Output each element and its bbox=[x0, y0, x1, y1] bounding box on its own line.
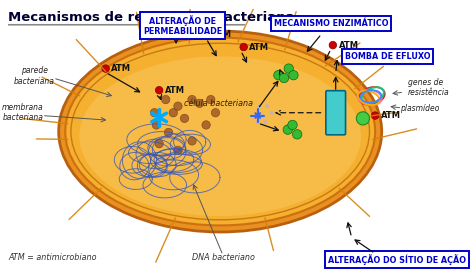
Circle shape bbox=[284, 64, 293, 73]
Circle shape bbox=[188, 137, 196, 145]
Circle shape bbox=[180, 114, 189, 122]
Circle shape bbox=[356, 112, 370, 125]
FancyBboxPatch shape bbox=[326, 91, 346, 135]
Text: genes de
resistência: genes de resistência bbox=[408, 78, 450, 97]
Circle shape bbox=[207, 95, 215, 104]
Ellipse shape bbox=[79, 56, 361, 216]
Circle shape bbox=[270, 111, 273, 115]
Circle shape bbox=[265, 104, 269, 108]
Circle shape bbox=[279, 73, 289, 83]
Ellipse shape bbox=[59, 31, 382, 232]
Circle shape bbox=[150, 109, 159, 117]
Circle shape bbox=[255, 113, 260, 118]
Text: ALTERAÇÃO DO SÍTIO DE AÇÃO: ALTERAÇÃO DO SÍTIO DE AÇÃO bbox=[328, 254, 466, 265]
Circle shape bbox=[283, 125, 292, 134]
Circle shape bbox=[256, 120, 260, 124]
Text: ATM = antimicrobiano: ATM = antimicrobiano bbox=[8, 253, 97, 262]
Circle shape bbox=[102, 65, 109, 72]
Text: ATM: ATM bbox=[338, 41, 358, 50]
Text: Mecanismos de resistência bacteriana: Mecanismos de resistência bacteriana bbox=[8, 11, 295, 24]
Circle shape bbox=[292, 130, 302, 139]
Circle shape bbox=[155, 86, 163, 94]
Circle shape bbox=[240, 43, 247, 51]
Circle shape bbox=[261, 114, 264, 117]
Circle shape bbox=[202, 121, 210, 129]
Circle shape bbox=[164, 128, 173, 137]
Circle shape bbox=[264, 120, 267, 124]
Circle shape bbox=[288, 120, 297, 130]
Text: membrana
bacteriana: membrana bacteriana bbox=[2, 103, 44, 122]
Text: ATM: ATM bbox=[212, 30, 232, 39]
Circle shape bbox=[254, 114, 258, 117]
Circle shape bbox=[173, 146, 182, 155]
Circle shape bbox=[289, 71, 298, 80]
Text: MECANISMO ENZIMÁTICO: MECANISMO ENZIMÁTICO bbox=[274, 19, 388, 28]
Circle shape bbox=[273, 71, 283, 80]
Circle shape bbox=[152, 121, 161, 129]
Circle shape bbox=[169, 109, 177, 117]
Ellipse shape bbox=[65, 38, 375, 225]
Text: célula bacteriana: célula bacteriana bbox=[184, 99, 253, 108]
Circle shape bbox=[202, 31, 210, 39]
Text: parede
bacteriana: parede bacteriana bbox=[14, 66, 55, 86]
Circle shape bbox=[195, 99, 204, 108]
Circle shape bbox=[371, 112, 379, 119]
Circle shape bbox=[173, 102, 182, 110]
Circle shape bbox=[188, 95, 196, 104]
Circle shape bbox=[156, 115, 162, 120]
Text: ATM: ATM bbox=[381, 111, 401, 120]
Text: ATM: ATM bbox=[165, 86, 185, 95]
Text: BOMBA DE EFLUXO: BOMBA DE EFLUXO bbox=[345, 52, 430, 61]
Circle shape bbox=[258, 104, 262, 108]
Text: ATM: ATM bbox=[249, 42, 269, 52]
Circle shape bbox=[329, 41, 337, 49]
Circle shape bbox=[155, 140, 164, 148]
Text: DNA bacteriano: DNA bacteriano bbox=[191, 253, 255, 262]
Text: ALTERAÇÃO DE
PERMEABILIDADE: ALTERAÇÃO DE PERMEABILIDADE bbox=[143, 15, 222, 36]
Text: ATM: ATM bbox=[111, 64, 131, 73]
Circle shape bbox=[211, 109, 220, 117]
Text: plasmídeo: plasmídeo bbox=[401, 104, 440, 112]
Circle shape bbox=[162, 95, 170, 104]
